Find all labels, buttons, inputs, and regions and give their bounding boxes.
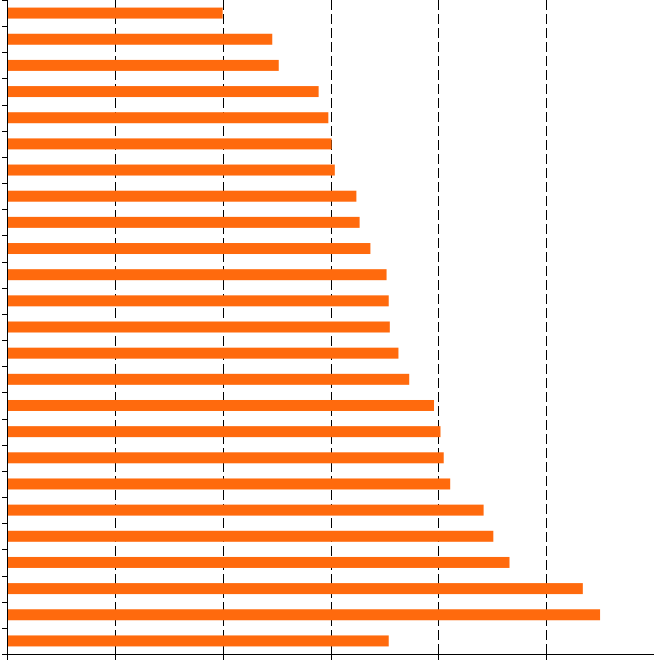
bar-18 bbox=[7, 478, 451, 490]
bar-8 bbox=[7, 216, 360, 228]
bar-19 bbox=[7, 504, 484, 516]
bar-24 bbox=[7, 635, 389, 647]
bar-4 bbox=[7, 112, 329, 124]
bar-9 bbox=[7, 243, 371, 255]
bar-10 bbox=[7, 269, 387, 281]
bar-22 bbox=[7, 583, 583, 595]
bar-15 bbox=[7, 399, 435, 411]
bar-5 bbox=[7, 138, 332, 150]
bar-13 bbox=[7, 347, 399, 359]
bar-7 bbox=[7, 190, 357, 202]
bar-12 bbox=[7, 321, 390, 333]
bar-11 bbox=[7, 295, 389, 307]
bar-6 bbox=[7, 164, 335, 176]
bars bbox=[7, 7, 601, 647]
bar-0 bbox=[7, 7, 223, 19]
bar-2 bbox=[7, 59, 279, 71]
bar-1 bbox=[7, 33, 273, 45]
bar-20 bbox=[7, 530, 494, 542]
bar-16 bbox=[7, 426, 441, 438]
bar-21 bbox=[7, 556, 510, 568]
bar-17 bbox=[7, 452, 444, 464]
bar-14 bbox=[7, 373, 410, 385]
bar-23 bbox=[7, 609, 601, 621]
bar-3 bbox=[7, 86, 319, 98]
